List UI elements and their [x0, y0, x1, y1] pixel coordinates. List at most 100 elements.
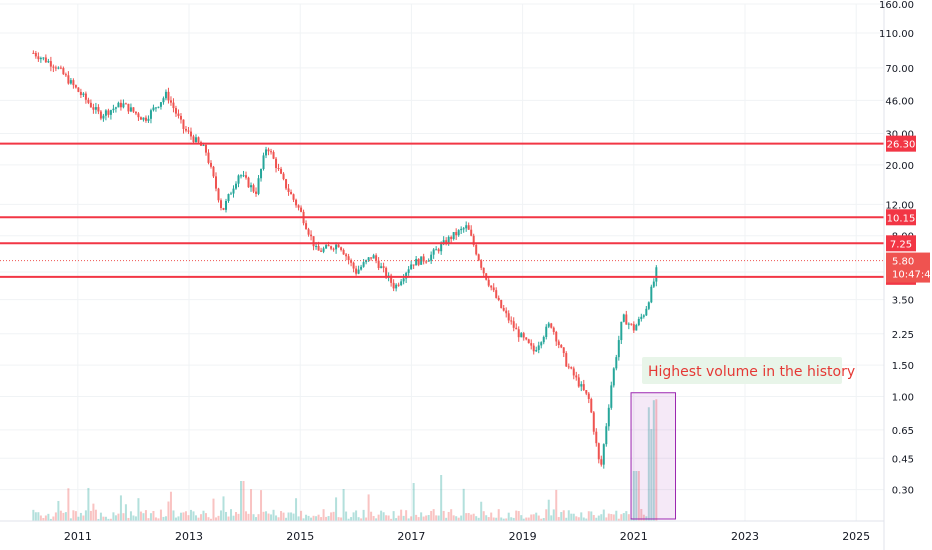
volume-bar [540, 518, 543, 521]
candle-body [427, 260, 430, 262]
x-tick-label: 2015 [286, 530, 314, 543]
grid [0, 3, 884, 521]
volume-bar [417, 517, 420, 521]
volume-bar [72, 510, 75, 521]
volume-bar [342, 488, 345, 521]
volume-bar [107, 518, 110, 521]
candle-body [235, 183, 238, 189]
volume-bar [457, 517, 460, 521]
candle-body [525, 337, 528, 340]
volume-bar [347, 518, 350, 521]
candle-body [69, 80, 72, 84]
volume-bar [560, 512, 563, 521]
candle-body [407, 269, 410, 273]
candle-body [340, 247, 343, 250]
level-badge-label: 10.15 [887, 213, 916, 224]
candle-body [312, 236, 315, 247]
volume-bar [422, 516, 425, 521]
volume-bar [637, 471, 640, 521]
annotation-group[interactable]: Highest volume in the history [642, 357, 855, 384]
volume-bar [477, 517, 480, 521]
candle-body [627, 323, 630, 325]
candle-body [560, 345, 563, 348]
volume-bar [112, 512, 115, 521]
candle-body [74, 85, 77, 88]
volume-bar [455, 516, 458, 521]
volume-bar [362, 509, 365, 521]
candle-body [355, 268, 358, 274]
candle-body [232, 188, 235, 194]
volume-bar [330, 512, 333, 521]
x-tick-label: 2017 [397, 530, 425, 543]
candle-body [164, 91, 167, 99]
volume-bar [209, 518, 212, 521]
volume-bar [257, 514, 260, 521]
candle-body [94, 107, 97, 110]
candle-body [207, 152, 210, 163]
candle-body [420, 256, 423, 265]
volume-bar [430, 510, 433, 521]
candle-body [520, 333, 523, 338]
volume-bar [242, 481, 245, 521]
volume-bar [597, 515, 600, 521]
volume-highlight-box[interactable] [630, 392, 677, 520]
candle-body [575, 375, 578, 378]
candle-body [482, 267, 485, 274]
volume-bar [300, 510, 303, 521]
volume-bar [250, 489, 253, 521]
volume-bar [147, 518, 150, 521]
candle-body [572, 368, 575, 376]
volume-bar [275, 515, 278, 521]
volume-bar [305, 514, 308, 521]
volume-bar [445, 517, 448, 521]
level-badge [886, 209, 916, 226]
volume-bar [620, 514, 623, 521]
volume-bar [37, 512, 40, 521]
volume-bar [460, 515, 463, 521]
candle-body [84, 93, 87, 100]
volume-bar [647, 407, 650, 521]
volume-bar [174, 517, 177, 521]
candle-body [530, 343, 533, 346]
candle-body [327, 245, 330, 247]
horizontal-levels[interactable] [0, 142, 884, 278]
volume-bar [99, 512, 102, 521]
level-badge [886, 235, 916, 252]
candle-body [607, 407, 610, 427]
volume-bar [295, 498, 298, 521]
volume-bar [587, 511, 590, 521]
candle-body [512, 321, 515, 328]
candle-body [134, 111, 137, 114]
volume-bar [102, 516, 105, 521]
volume-bar [124, 504, 127, 521]
candle-body [107, 110, 110, 115]
candle-body [54, 67, 57, 69]
volume-bar [577, 517, 580, 521]
volume-bar [485, 515, 488, 521]
volume-bar [622, 513, 625, 521]
volume-bar [412, 483, 415, 521]
volume-bar [77, 516, 80, 521]
volume-bar [247, 513, 250, 521]
volume-bar [407, 518, 410, 521]
candle-body [360, 266, 363, 270]
volume-bar [545, 509, 548, 521]
volume-bar [427, 515, 430, 521]
candle-body [172, 102, 175, 109]
x-tick-label: 2025 [842, 530, 870, 543]
x-tick-label: 2011 [64, 530, 92, 543]
volume-bar [552, 509, 555, 521]
candle-body [162, 98, 165, 103]
volume-bar [270, 514, 273, 521]
candle-body [67, 75, 70, 84]
candle-body [72, 80, 75, 86]
candle-body [280, 168, 283, 174]
volume-bar [532, 514, 535, 521]
candle-body [377, 260, 380, 269]
candle-body [267, 149, 270, 152]
volume-bar [109, 518, 112, 521]
candle-body [287, 188, 290, 192]
volume-bar [154, 517, 157, 521]
candle-body [34, 52, 37, 57]
